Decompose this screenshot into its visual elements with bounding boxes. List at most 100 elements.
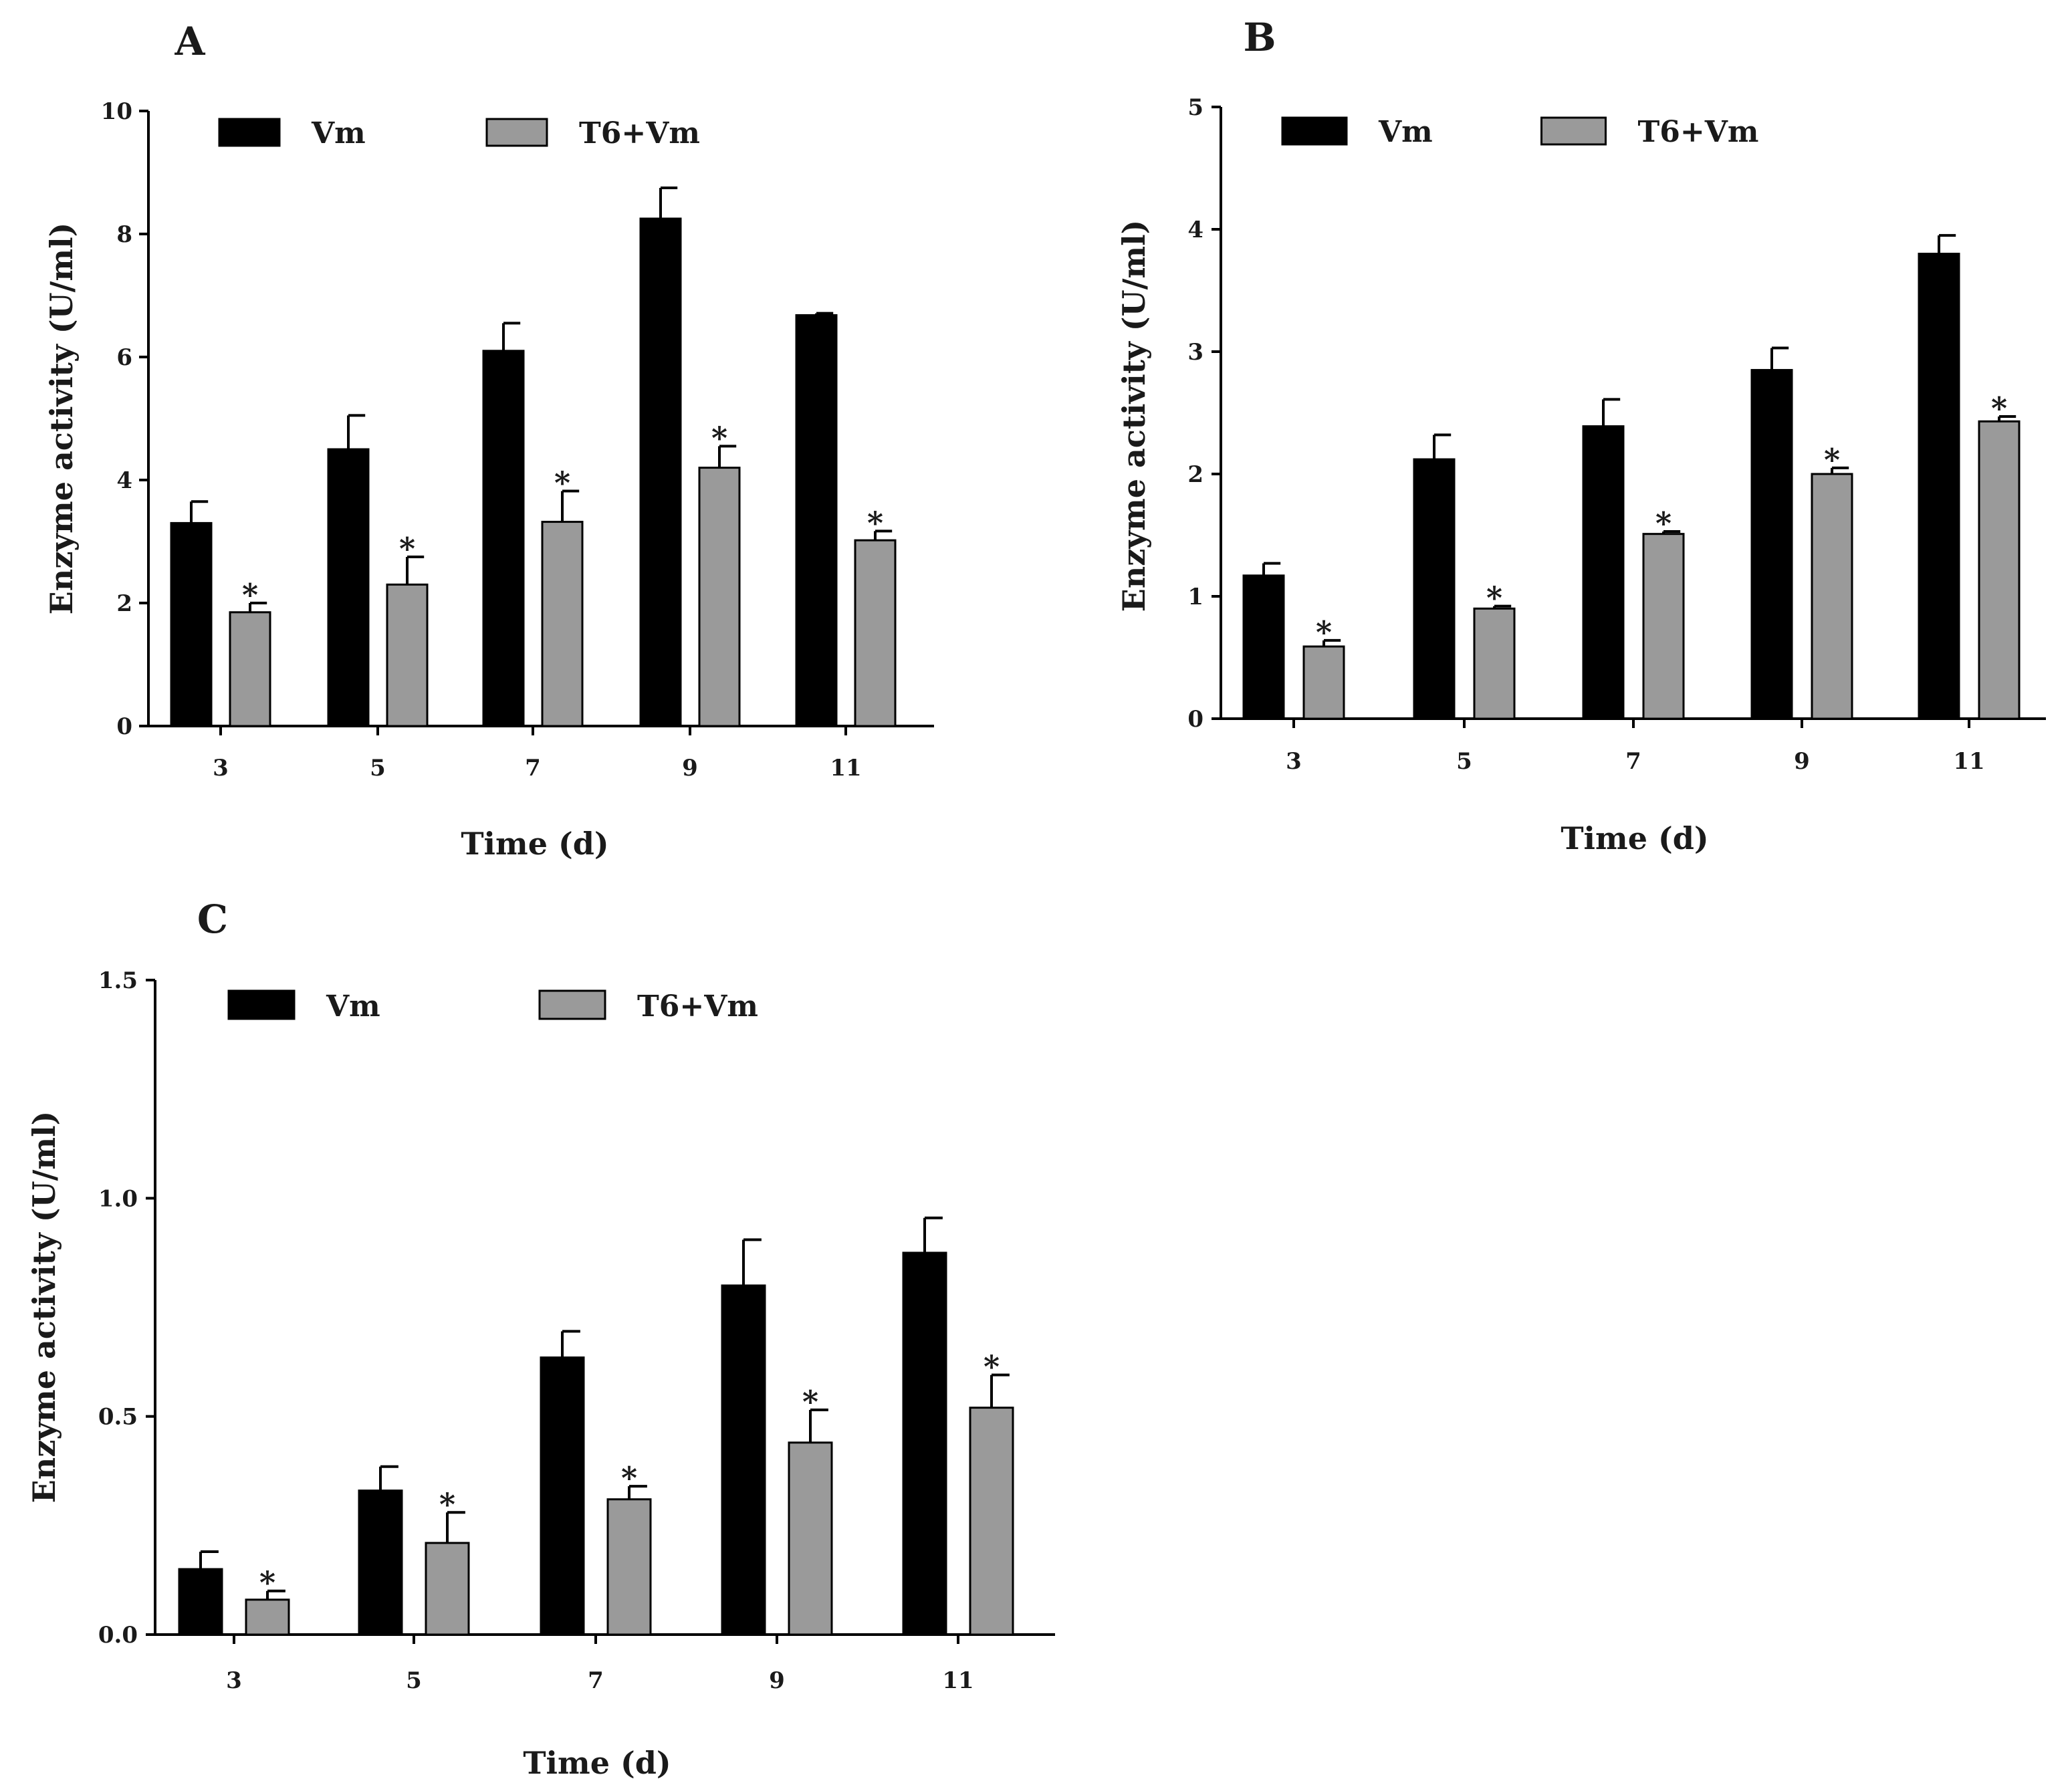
bar-t6-vm [606,1498,652,1636]
significance-marker: * [621,1460,637,1496]
y-tick-label: 5 [1187,94,1203,121]
y-tick-label: 2 [116,590,132,617]
bar-t6-vm [788,1441,833,1636]
bar-vm [902,1252,947,1636]
significance-marker: * [399,531,415,567]
significance-marker: * [1655,505,1672,542]
significance-marker: * [259,1565,275,1601]
bar-vm [1242,574,1285,720]
significance-marker: * [1991,390,2007,427]
legend-swatch-vm [227,989,296,1020]
y-tick-label: 1.5 [98,967,138,994]
significance-marker: * [711,420,727,456]
panel-letter: C [197,897,228,942]
significance-marker: * [242,577,258,613]
x-tick-label: 11 [1953,748,1984,775]
bar-t6-vm [698,467,741,727]
chart-panel-b: B 0 1 2 3 4 5 3 5 7 9 11 Time (d) Enzyme activity (U/… [1116,15,2046,856]
y-tick-label: 1.0 [98,1185,138,1212]
x-tick-label: 9 [682,755,698,782]
y-tick-label: 1 [1187,584,1203,610]
bar-t6-vm [245,1598,290,1636]
legend-label-vm: Vm [311,116,366,150]
significance-marker: * [867,505,883,541]
x-tick-label: 5 [370,755,386,782]
bar-t6-vm [1642,533,1685,720]
bar-vm [178,1568,223,1636]
bar-vm [1582,425,1625,720]
x-tick-label: 11 [942,1667,973,1694]
y-tick-label: 3 [1187,339,1203,366]
y-tick-label: 6 [116,344,132,371]
y-tick-label: 0 [116,713,132,740]
x-tick-label: 7 [588,1667,604,1694]
y-axis-title: Enzyme activity (U/ml) [43,223,80,615]
x-tick-label: 3 [213,755,229,782]
significance-marker: * [554,465,570,501]
bar-t6-vm [1473,607,1516,720]
y-tick-label: 4 [1187,217,1203,243]
bar-vm [721,1284,766,1636]
significance-marker: * [984,1349,1000,1385]
legend-swatch-vm [218,118,281,147]
legend-swatch-t6-vm [1540,116,1607,146]
bar-t6-vm [541,521,584,727]
bar-t6-vm [854,539,897,727]
legend-label-t6-vm: T6+Vm [637,989,758,1024]
y-tick-label: 4 [116,467,132,494]
y-tick-label: 0 [1187,706,1203,733]
x-tick-label: 11 [830,755,861,782]
bar-vm [482,350,525,727]
x-axis-title: Time (d) [523,1745,671,1781]
bar-vm [170,521,213,727]
legend-label-vm: Vm [326,989,380,1024]
bar-vm [540,1356,585,1636]
significance-marker: * [1824,442,1840,478]
bar-t6-vm [386,583,429,727]
bar-t6-vm [1302,645,1345,720]
x-tick-label: 5 [406,1667,422,1694]
significance-marker: * [439,1486,455,1522]
significance-marker: * [1486,580,1502,616]
panel-letter: A [174,19,205,64]
chart-panel-a: A 0 2 4 6 8 10 3 5 7 9 11 Time (d) Enzyme activity (U… [43,19,934,862]
legend-label-vm: Vm [1378,115,1433,149]
panel-letter: B [1243,15,1276,60]
bar-t6-vm [1978,420,2021,720]
y-axis-title: Enzyme activity (U/ml) [26,1111,62,1504]
bar-vm [1750,368,1793,720]
y-tick-label: 2 [1187,461,1203,488]
bar-vm [358,1490,403,1636]
legend-swatch-t6-vm [538,989,606,1020]
legend-swatch-t6-vm [485,118,548,147]
bar-vm [1918,253,1960,720]
y-tick-label: 0.5 [98,1404,138,1431]
x-tick-label: 9 [769,1667,785,1694]
legend-label-t6-vm: T6+Vm [1638,115,1759,149]
legend-swatch-vm [1281,116,1348,146]
bar-t6-vm [969,1407,1014,1636]
bar-vm [795,314,838,727]
bar-vm [327,448,370,727]
y-axis-title: Enzyme activity (U/ml) [1116,220,1152,612]
bar-vm [639,217,682,727]
y-tick-label: 0.0 [98,1622,138,1649]
chart-panel-c: C 0.0 0.5 1.0 1.5 3 5 7 9 11 Time (d) Enzyme activi… [26,897,1055,1781]
bar-t6-vm [229,611,271,727]
legend-label-t6-vm: T6+Vm [579,116,700,150]
bar-t6-vm [425,1542,470,1636]
x-axis-title: Time (d) [1561,820,1708,856]
bar-vm [1413,458,1456,720]
x-tick-label: 3 [1286,748,1302,775]
y-tick-label: 10 [101,98,132,125]
x-axis-title: Time (d) [461,826,608,862]
y-tick-label: 8 [116,221,132,248]
x-tick-label: 5 [1456,748,1472,775]
x-tick-label: 7 [525,755,541,782]
x-tick-label: 3 [226,1667,242,1694]
bar-t6-vm [1811,473,1853,720]
x-tick-label: 9 [1794,748,1810,775]
x-tick-label: 7 [1625,748,1641,775]
